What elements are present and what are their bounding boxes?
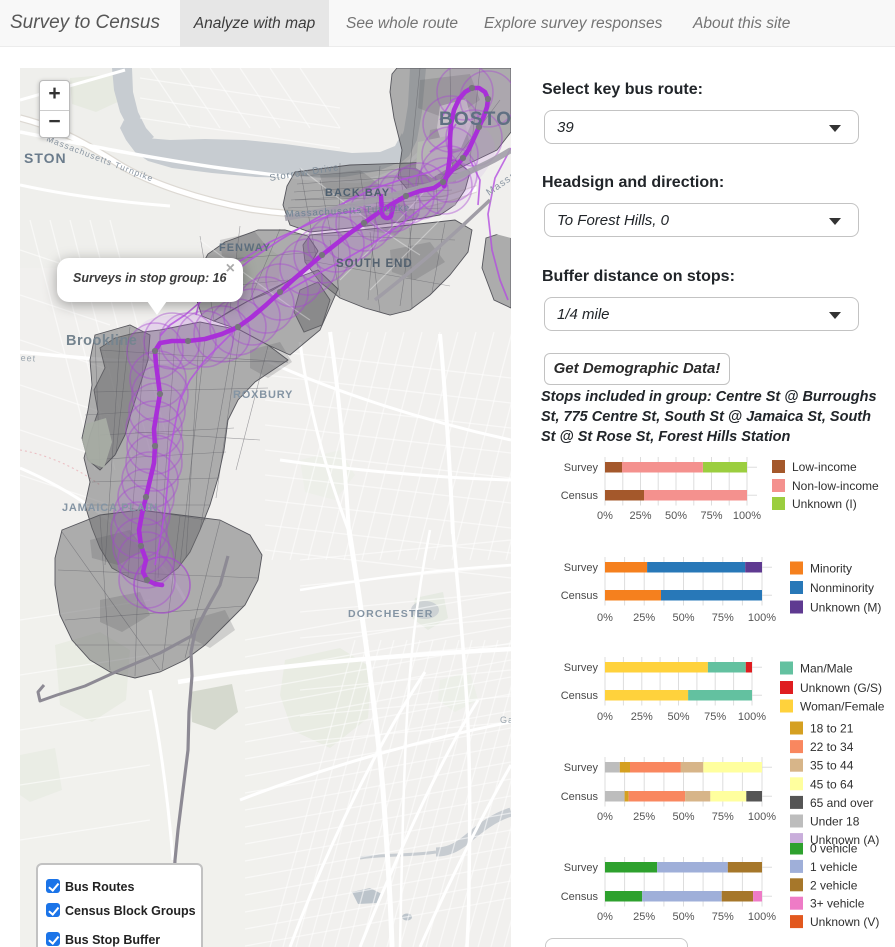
svg-text:100%: 100% — [748, 811, 776, 823]
svg-text:Survey: Survey — [564, 562, 599, 574]
svg-text:100%: 100% — [748, 911, 776, 923]
svg-text:50%: 50% — [672, 911, 694, 923]
svg-text:JAMAICA PLAIN: JAMAICA PLAIN — [62, 502, 158, 514]
svg-text:1 vehicle: 1 vehicle — [810, 860, 858, 874]
svg-text:SOUTH END: SOUTH END — [336, 258, 413, 270]
svg-text:75%: 75% — [712, 911, 734, 923]
svg-text:Unknown (A): Unknown (A) — [810, 833, 879, 847]
svg-text:25%: 25% — [633, 911, 655, 923]
svg-text:100%: 100% — [748, 612, 776, 624]
svg-text:50%: 50% — [665, 510, 687, 522]
svg-text:0%: 0% — [597, 911, 613, 923]
svg-text:75%: 75% — [704, 711, 726, 720]
svg-text:BACK BAY: BACK BAY — [325, 187, 390, 199]
svg-text:Census: Census — [561, 891, 599, 903]
svg-text:Survey: Survey — [564, 662, 599, 674]
svg-text:Census: Census — [561, 490, 599, 502]
svg-text:Survey: Survey — [564, 762, 599, 774]
svg-text:Unknown (G/S): Unknown (G/S) — [800, 681, 882, 695]
svg-text:0%: 0% — [597, 811, 613, 823]
svg-text:Survey: Survey — [564, 462, 599, 474]
svg-text:Street: Street — [20, 352, 36, 364]
svg-text:3+ vehicle: 3+ vehicle — [810, 897, 865, 911]
svg-text:Under 18: Under 18 — [810, 815, 860, 829]
svg-text:50%: 50% — [667, 711, 689, 720]
svg-text:Non-low-income: Non-low-income — [792, 479, 879, 493]
svg-text:BOSTON: BOSTON — [439, 109, 511, 130]
svg-text:Survey: Survey — [564, 862, 599, 874]
svg-text:100%: 100% — [738, 711, 766, 720]
svg-text:0 vehicle: 0 vehicle — [810, 843, 858, 856]
svg-text:Nonminority: Nonminority — [810, 581, 874, 595]
svg-text:Woman/Female: Woman/Female — [800, 700, 885, 714]
svg-text:45 to 64: 45 to 64 — [810, 777, 854, 791]
svg-text:0%: 0% — [597, 612, 613, 624]
svg-text:75%: 75% — [700, 510, 722, 522]
svg-text:65 and over: 65 and over — [810, 796, 873, 810]
svg-text:50%: 50% — [672, 811, 694, 823]
svg-text:22 to 34: 22 to 34 — [810, 740, 854, 754]
svg-text:50%: 50% — [672, 612, 694, 624]
svg-text:Census: Census — [561, 590, 599, 602]
svg-text:0%: 0% — [597, 510, 613, 522]
svg-text:75%: 75% — [712, 811, 734, 823]
svg-text:Unknown (V): Unknown (V) — [810, 915, 879, 929]
svg-text:ROXBURY: ROXBURY — [233, 389, 293, 401]
svg-text:75%: 75% — [712, 612, 734, 624]
svg-text:18 to 21: 18 to 21 — [810, 722, 854, 736]
svg-text:Low-income: Low-income — [792, 460, 857, 474]
svg-text:DORCHESTER: DORCHESTER — [348, 608, 434, 620]
svg-text:STON: STON — [24, 150, 67, 166]
svg-text:Brookline: Brookline — [66, 333, 137, 349]
svg-text:0%: 0% — [597, 711, 613, 720]
svg-text:Census: Census — [561, 791, 599, 803]
svg-text:Man/Male: Man/Male — [800, 662, 853, 676]
svg-text:Unknown (M): Unknown (M) — [810, 601, 881, 615]
svg-text:25%: 25% — [633, 612, 655, 624]
svg-text:25%: 25% — [629, 510, 651, 522]
svg-text:Minority: Minority — [810, 562, 852, 576]
svg-text:100%: 100% — [733, 510, 761, 522]
svg-text:Census: Census — [561, 690, 599, 702]
svg-text:Gal: Gal — [500, 715, 511, 725]
svg-text:FENWAY: FENWAY — [219, 242, 271, 254]
svg-text:Unknown (I): Unknown (I) — [792, 497, 857, 511]
svg-text:2 vehicle: 2 vehicle — [810, 878, 858, 892]
svg-text:25%: 25% — [631, 711, 653, 720]
svg-text:35 to 44: 35 to 44 — [810, 759, 854, 773]
svg-text:25%: 25% — [633, 811, 655, 823]
